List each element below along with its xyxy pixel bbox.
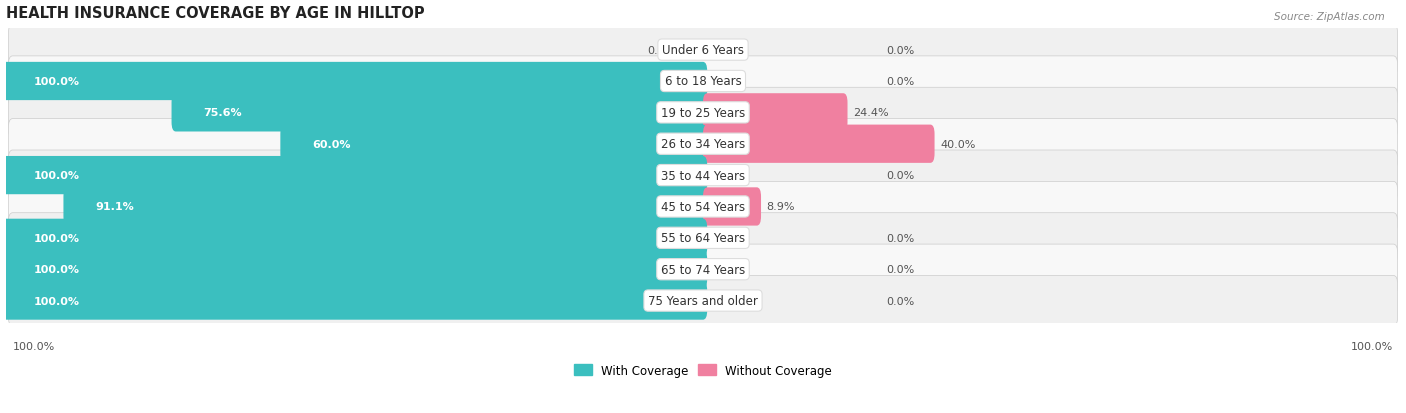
Text: 100.0%: 100.0% xyxy=(34,233,80,243)
Text: 26 to 34 Years: 26 to 34 Years xyxy=(661,138,745,151)
Text: 6 to 18 Years: 6 to 18 Years xyxy=(665,75,741,88)
Text: Source: ZipAtlas.com: Source: ZipAtlas.com xyxy=(1274,12,1385,22)
FancyBboxPatch shape xyxy=(280,125,707,164)
Text: 55 to 64 Years: 55 to 64 Years xyxy=(661,232,745,245)
Text: 35 to 44 Years: 35 to 44 Years xyxy=(661,169,745,182)
Text: 100.0%: 100.0% xyxy=(34,77,80,87)
FancyBboxPatch shape xyxy=(8,182,1398,232)
Text: 0.0%: 0.0% xyxy=(886,77,914,87)
FancyBboxPatch shape xyxy=(172,94,707,132)
FancyBboxPatch shape xyxy=(703,188,761,226)
Text: 75 Years and older: 75 Years and older xyxy=(648,294,758,307)
FancyBboxPatch shape xyxy=(703,94,848,132)
Text: 0.0%: 0.0% xyxy=(647,45,675,55)
FancyBboxPatch shape xyxy=(8,57,1398,107)
Text: 19 to 25 Years: 19 to 25 Years xyxy=(661,107,745,120)
Text: 100.0%: 100.0% xyxy=(34,171,80,180)
Text: 8.9%: 8.9% xyxy=(766,202,796,212)
FancyBboxPatch shape xyxy=(1,157,707,195)
FancyBboxPatch shape xyxy=(1,63,707,101)
FancyBboxPatch shape xyxy=(8,26,1398,76)
Text: 91.1%: 91.1% xyxy=(96,202,135,212)
Text: 0.0%: 0.0% xyxy=(886,171,914,180)
FancyBboxPatch shape xyxy=(8,244,1398,294)
Text: 65 to 74 Years: 65 to 74 Years xyxy=(661,263,745,276)
Text: 100.0%: 100.0% xyxy=(1351,342,1393,351)
Text: HEALTH INSURANCE COVERAGE BY AGE IN HILLTOP: HEALTH INSURANCE COVERAGE BY AGE IN HILL… xyxy=(6,5,425,21)
FancyBboxPatch shape xyxy=(8,119,1398,169)
Legend: With Coverage, Without Coverage: With Coverage, Without Coverage xyxy=(569,359,837,382)
FancyBboxPatch shape xyxy=(1,219,707,257)
Text: 24.4%: 24.4% xyxy=(853,108,889,118)
FancyBboxPatch shape xyxy=(8,276,1398,326)
Text: 0.0%: 0.0% xyxy=(886,296,914,306)
Text: 100.0%: 100.0% xyxy=(34,296,80,306)
FancyBboxPatch shape xyxy=(1,250,707,289)
Text: 100.0%: 100.0% xyxy=(34,265,80,275)
FancyBboxPatch shape xyxy=(63,188,707,226)
FancyBboxPatch shape xyxy=(8,88,1398,138)
Text: 0.0%: 0.0% xyxy=(886,45,914,55)
FancyBboxPatch shape xyxy=(703,125,935,164)
Text: 0.0%: 0.0% xyxy=(886,233,914,243)
FancyBboxPatch shape xyxy=(8,151,1398,201)
Text: 60.0%: 60.0% xyxy=(312,139,352,150)
Text: 40.0%: 40.0% xyxy=(941,139,976,150)
Text: 75.6%: 75.6% xyxy=(204,108,242,118)
Text: Under 6 Years: Under 6 Years xyxy=(662,44,744,57)
Text: 45 to 54 Years: 45 to 54 Years xyxy=(661,200,745,214)
FancyBboxPatch shape xyxy=(1,282,707,320)
Text: 0.0%: 0.0% xyxy=(886,265,914,275)
Text: 100.0%: 100.0% xyxy=(13,342,55,351)
FancyBboxPatch shape xyxy=(8,213,1398,263)
